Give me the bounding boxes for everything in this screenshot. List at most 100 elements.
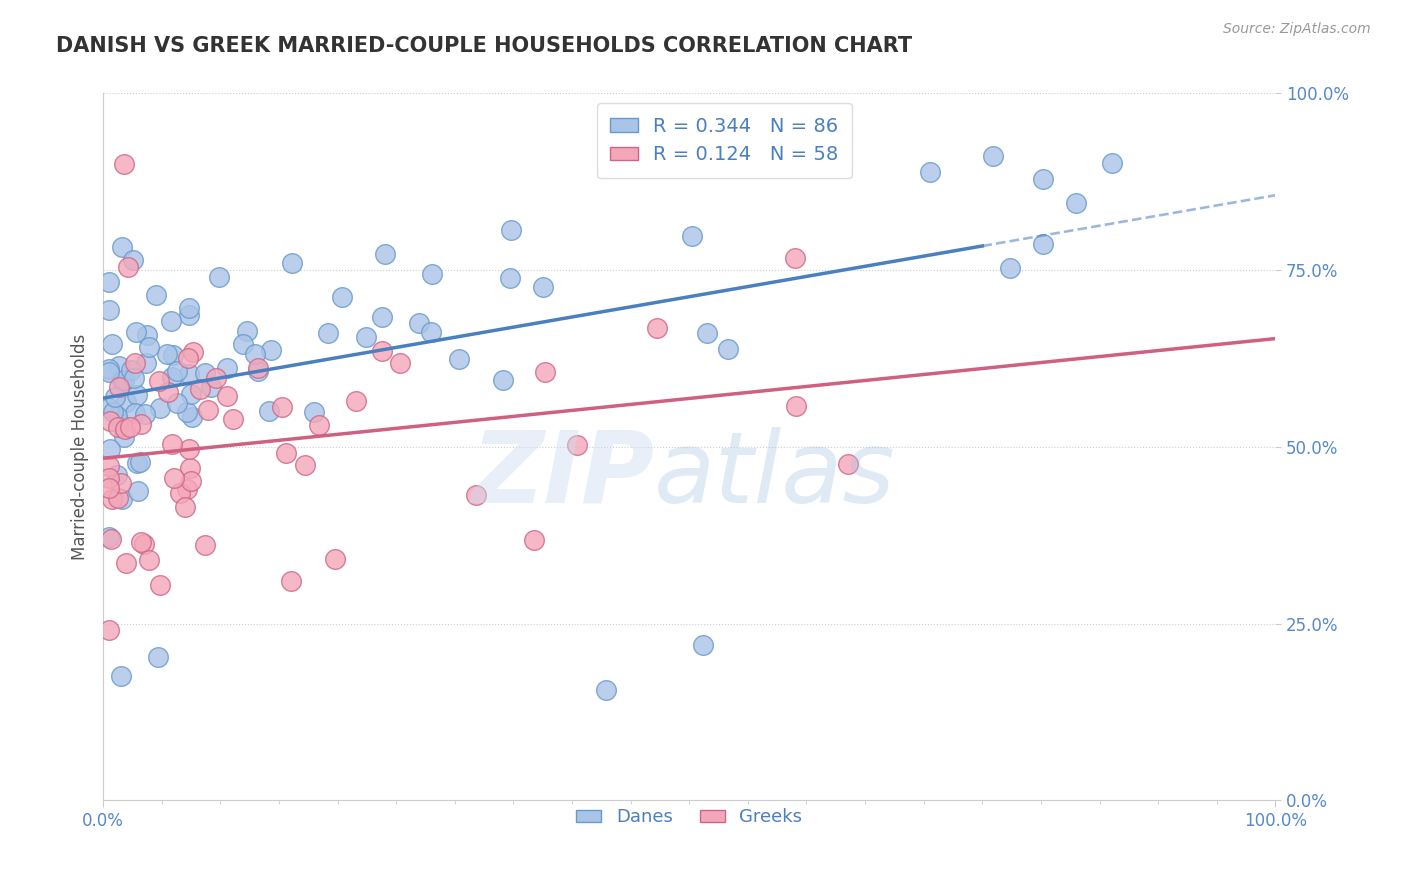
Point (271, 401, 294, 415)
Point (136, 328, 159, 343)
Point (533, 365, 555, 379)
Point (149, 578, 172, 592)
Point (127, 484, 149, 499)
Point (112, 373, 135, 387)
Point (1000, 261, 1022, 276)
Point (260, 343, 283, 357)
Point (108, 380, 131, 394)
Point (98, 276, 121, 290)
Point (215, 361, 238, 376)
Point (174, 500, 197, 514)
Point (188, 382, 211, 396)
Point (419, 325, 441, 339)
Point (156, 347, 179, 361)
Point (344, 394, 367, 409)
Point (531, 280, 554, 294)
Point (388, 356, 411, 370)
Point (200, 380, 222, 394)
Point (98, 401, 121, 415)
Text: atlas: atlas (654, 426, 896, 524)
Point (129, 535, 152, 549)
Point (135, 356, 157, 370)
Point (104, 390, 127, 404)
Text: ZIP: ZIP (471, 426, 654, 524)
Point (105, 409, 128, 423)
Point (107, 491, 129, 505)
Point (98, 530, 121, 544)
Point (112, 157, 135, 171)
Point (330, 290, 353, 304)
Point (138, 340, 160, 354)
Point (323, 552, 346, 566)
Text: Source: ZipAtlas.com: Source: ZipAtlas.com (1223, 22, 1371, 37)
Point (371, 344, 394, 359)
Point (107, 420, 129, 434)
Point (1101, 155, 1123, 169)
Point (124, 356, 146, 370)
Point (785, 399, 807, 413)
Point (148, 374, 170, 388)
Point (114, 422, 136, 436)
Point (243, 347, 266, 361)
Point (100, 442, 122, 456)
Point (1064, 196, 1087, 211)
Point (176, 405, 198, 419)
Point (149, 401, 172, 416)
Point (692, 639, 714, 653)
Point (120, 363, 142, 377)
Point (98, 414, 121, 428)
Point (111, 374, 134, 388)
Point (110, 668, 132, 682)
Point (157, 384, 180, 399)
Point (101, 405, 124, 419)
Point (108, 359, 131, 374)
Point (162, 348, 184, 362)
Point (117, 260, 139, 275)
Point (121, 253, 143, 268)
Y-axis label: Married-couple Households: Married-couple Households (72, 334, 89, 560)
Point (180, 410, 202, 425)
Point (492, 374, 515, 388)
Point (194, 538, 217, 552)
Point (696, 326, 718, 340)
Point (98, 481, 121, 495)
Point (124, 406, 146, 420)
Point (124, 325, 146, 339)
Point (160, 437, 183, 451)
Point (98, 471, 121, 485)
Point (98, 623, 121, 637)
Point (98, 458, 121, 473)
Point (98, 302, 121, 317)
Point (236, 324, 259, 338)
Point (122, 371, 145, 385)
Point (1032, 236, 1054, 251)
Point (194, 366, 217, 380)
Point (371, 310, 394, 324)
Point (98, 365, 121, 379)
Point (645, 320, 668, 334)
Point (179, 367, 201, 381)
Point (120, 420, 142, 434)
Point (316, 326, 339, 340)
Point (498, 270, 520, 285)
Point (197, 402, 219, 417)
Point (247, 360, 270, 375)
Point (308, 418, 330, 433)
Text: DANISH VS GREEK MARRIED-COUPLE HOUSEHOLDS CORRELATION CHART: DANISH VS GREEK MARRIED-COUPLE HOUSEHOLD… (56, 36, 912, 55)
Point (837, 457, 859, 471)
Point (207, 270, 229, 285)
Point (717, 343, 740, 357)
Point (464, 488, 486, 502)
Point (101, 491, 124, 506)
Point (179, 461, 201, 475)
Point (166, 364, 188, 378)
Point (983, 149, 1005, 163)
Point (98, 361, 121, 376)
Point (304, 405, 326, 419)
Point (145, 288, 167, 302)
Point (281, 256, 304, 270)
Point (111, 491, 134, 506)
Point (115, 556, 138, 570)
Point (420, 268, 443, 282)
Point (204, 371, 226, 385)
